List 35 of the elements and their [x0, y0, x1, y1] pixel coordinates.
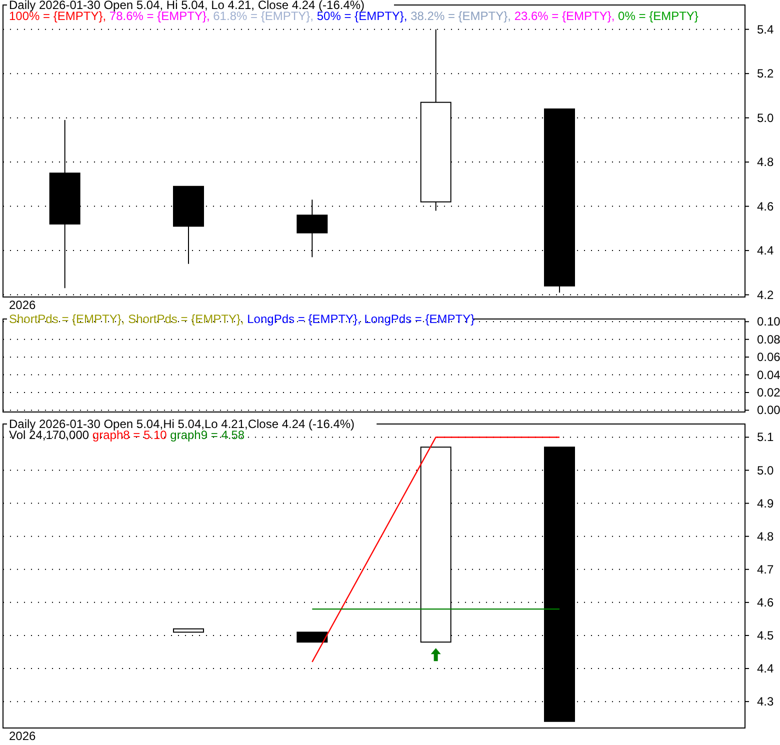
- legend-label: LongPds = {EMPTY},: [244, 312, 361, 326]
- y-tick-label: 4.8: [757, 155, 774, 170]
- y-tick-label: 0.04: [757, 368, 780, 382]
- text: 2026: [9, 729, 36, 743]
- legend-label: ShortPds = {EMPTY},: [9, 312, 125, 326]
- legend-label: 38.2% = {EMPTY},: [407, 9, 511, 23]
- text: 2026: [9, 298, 36, 312]
- legend-label: 0% = {EMPTY}: [614, 9, 698, 23]
- y-tick-label: 0.06: [757, 350, 780, 364]
- y-tick-label: 0.02: [757, 386, 780, 400]
- y-tick-label: 5.2: [757, 66, 774, 81]
- y-tick-label: 0.00: [757, 403, 780, 418]
- y-tick-label: 4.8: [757, 529, 774, 544]
- y-tick-label: 4.9: [757, 496, 774, 510]
- y-tick-label: 4.4: [757, 244, 774, 258]
- y-tick-label: 4.6: [757, 595, 774, 610]
- y-tick-label: 5.0: [757, 463, 774, 478]
- y-tick-label: 4.6: [757, 199, 774, 214]
- legend-label: 23.6% = {EMPTY},: [510, 9, 615, 23]
- y-tick-label: 4.4: [757, 662, 774, 676]
- y-tick-label: 0.10: [757, 314, 780, 329]
- y-tick-label: 4.2: [757, 288, 774, 302]
- y-tick-label: 4.5: [757, 628, 774, 642]
- legend-label: LongPds = {EMPTY}: [360, 312, 475, 326]
- text: graph9 = 4.58: [166, 428, 245, 442]
- y-tick-label: 5.4: [757, 22, 774, 36]
- legend-label: 61.8% = {EMPTY},: [210, 9, 314, 23]
- y-tick-label: 5.1: [757, 430, 774, 444]
- chart-title: Daily 2026-01-30 Open 5.04,Hi 5.04,Lo 4.21,Close 4.24 (-16.4%): [9, 417, 355, 431]
- y-tick-label: 4.7: [757, 562, 774, 576]
- y-tick-label: 0.08: [757, 332, 780, 346]
- y-tick-label: 4.3: [757, 694, 774, 709]
- chart-title: Daily 2026-01-30 Open 5.04, Hi 5.04, Lo 4.21, Close 4.24 (-16.4%): [9, 0, 365, 12]
- y-tick-label: 5.0: [757, 110, 774, 125]
- legend-label: ShortPds = {EMPTY},: [124, 312, 244, 326]
